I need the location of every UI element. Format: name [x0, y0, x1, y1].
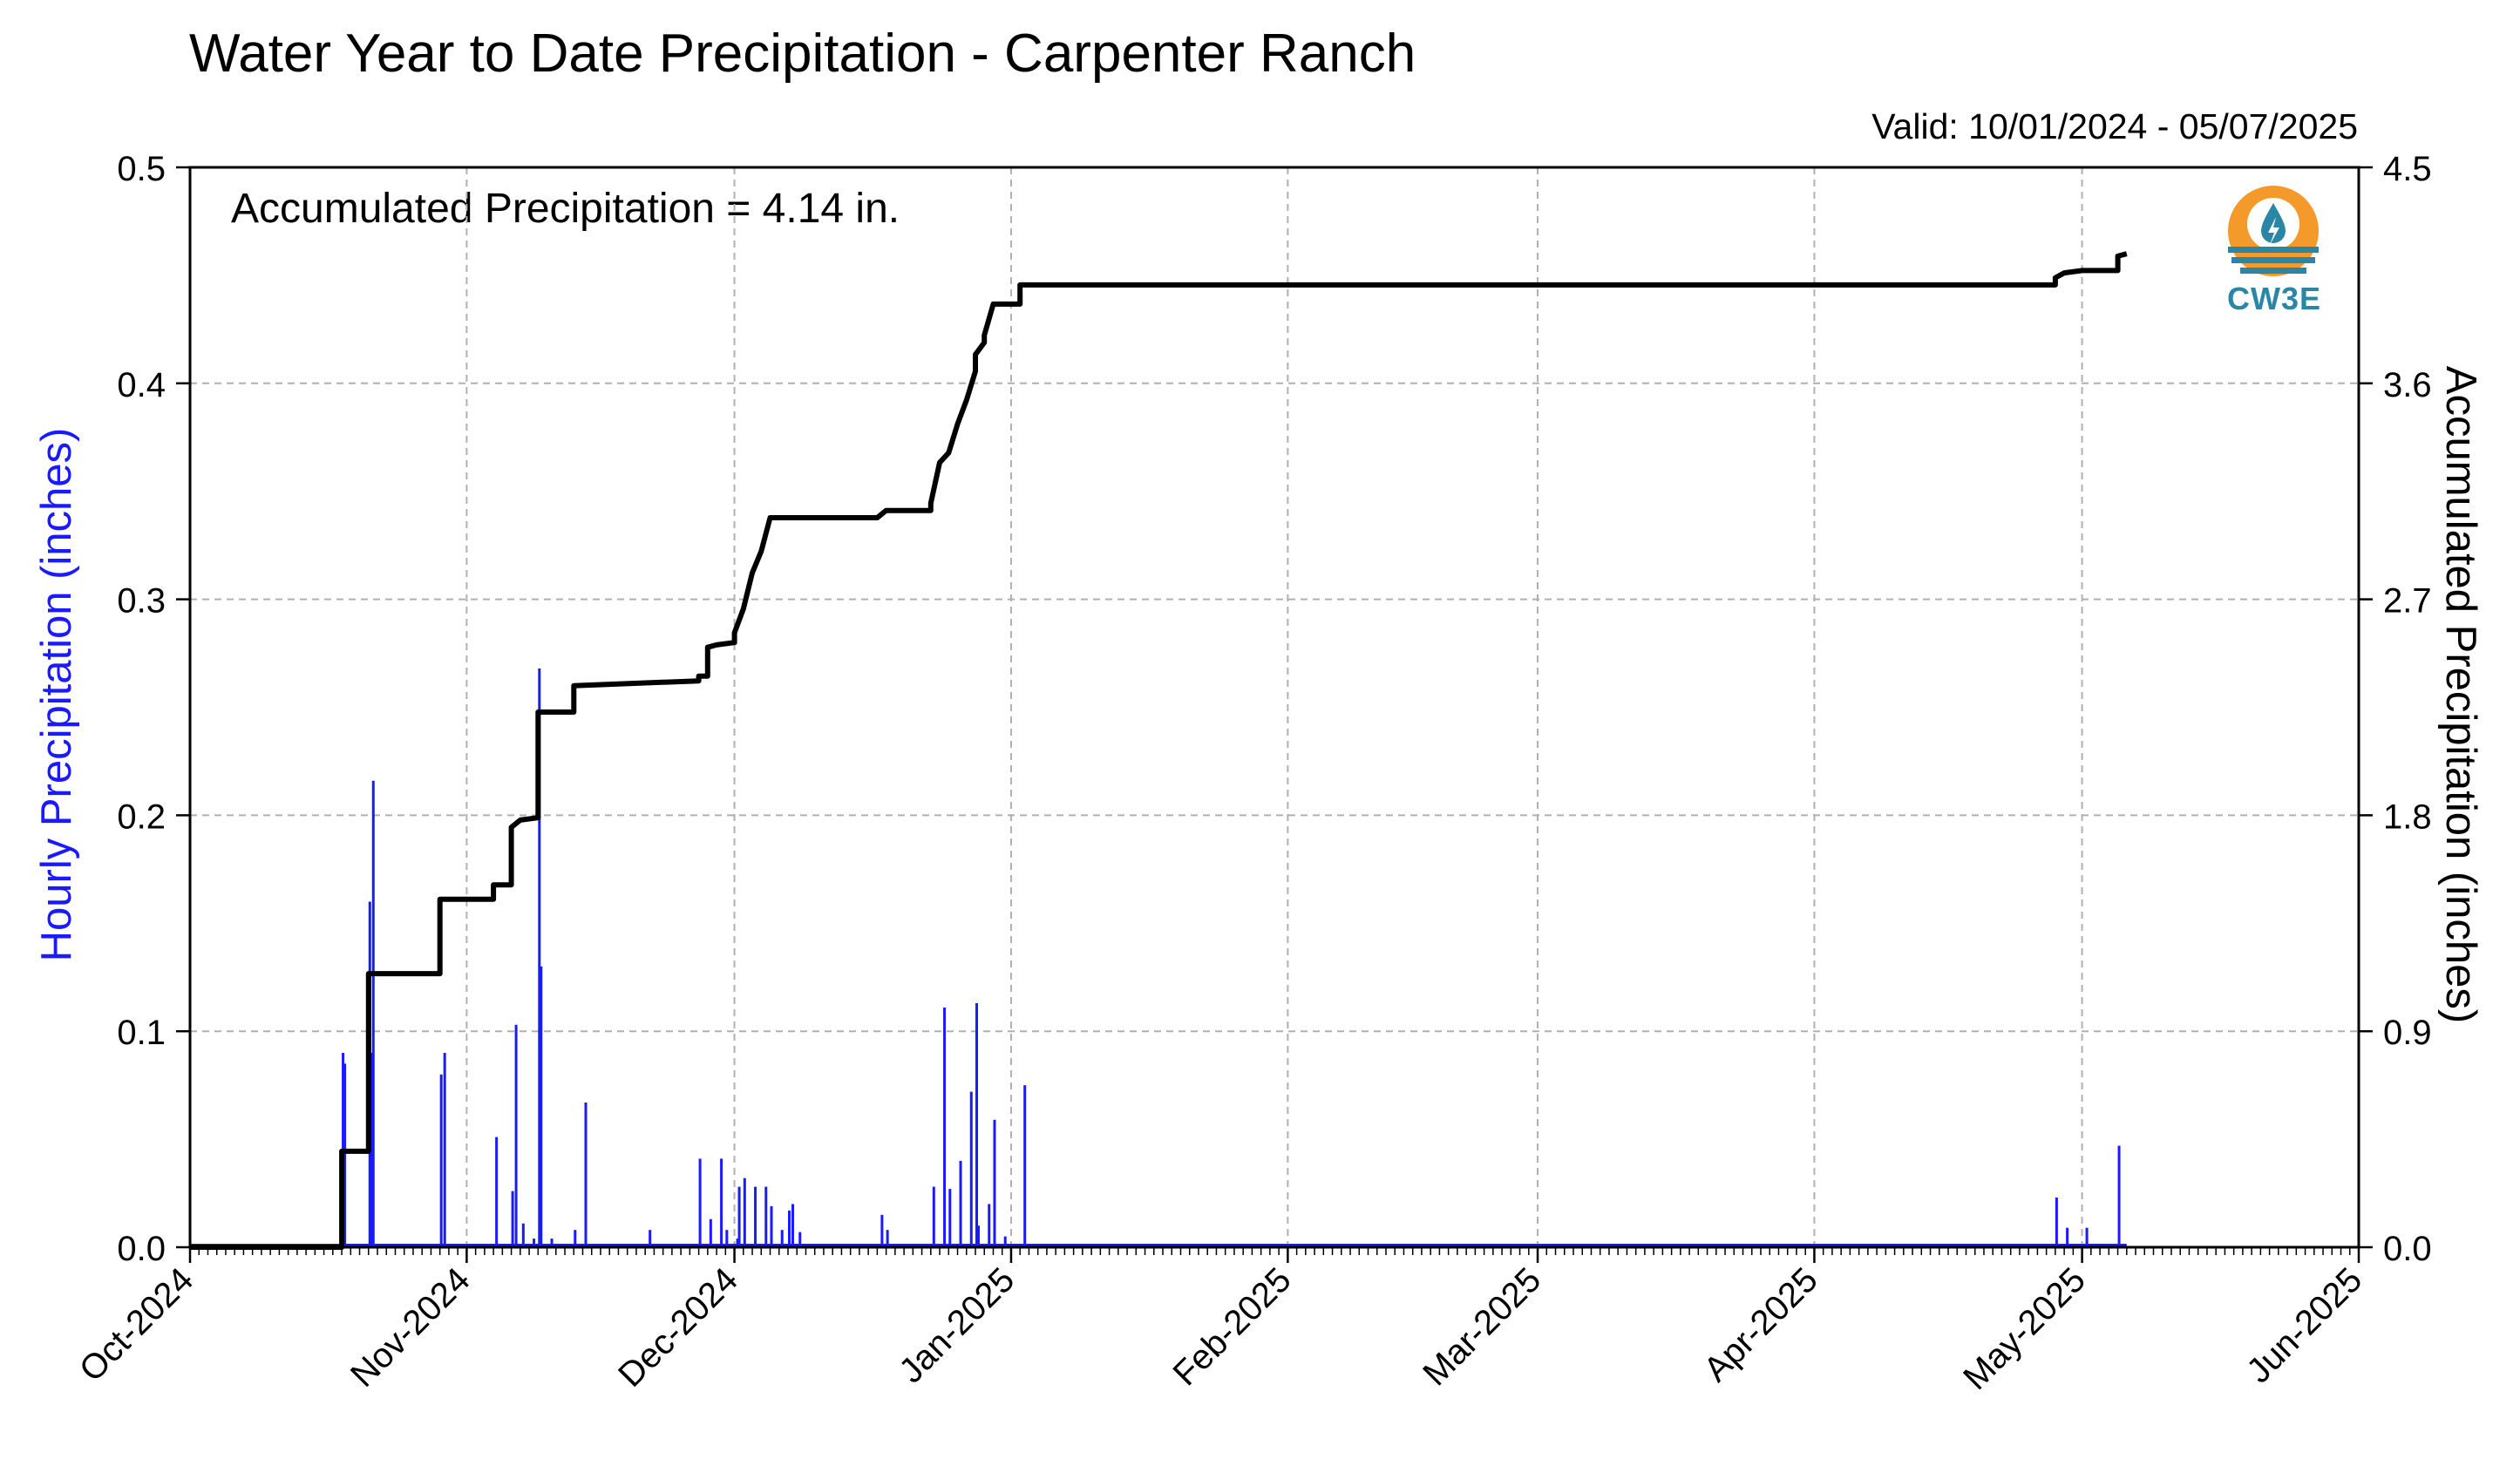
grid-lines: [190, 167, 2359, 1247]
hourly-precip-bar: [791, 1204, 794, 1247]
tick-labels: 0.0 0.1 0.2 0.3 0.4 0.5 0.0 0.9 1.8 2.7 3.6 4.5 Oct-…: [72, 150, 2432, 1397]
hourly-precip-bar: [550, 1239, 554, 1247]
x-tick-label: Nov-2024: [343, 1260, 478, 1395]
hourly-precip-bar: [975, 1002, 979, 1247]
x-tick-label: Jun-2025: [2239, 1260, 2369, 1390]
hourly-precip-bar: [780, 1230, 784, 1247]
right-y-tick-label: 4.5: [2383, 150, 2432, 188]
hourly-precip-bar: [959, 1160, 962, 1247]
plot-frame: [188, 166, 2360, 1249]
hourly-precip-bar: [371, 780, 375, 1247]
right-y-tick-label: 3.6: [2383, 366, 2432, 404]
hourly-precip-bar: [993, 1119, 996, 1247]
right-y-tick-label: 0.0: [2383, 1230, 2432, 1268]
hourly-precip-bar: [443, 1052, 446, 1247]
hourly-precip-bar: [495, 1137, 499, 1247]
hourly-precip-bar: [737, 1186, 741, 1247]
hourly-precip-bar: [521, 1223, 525, 1247]
hourly-precip-bar: [540, 966, 543, 1247]
hourly-precip-bar: [948, 1189, 952, 1247]
hourly-precip-bar: [969, 1091, 973, 1247]
hourly-precip-bar: [932, 1186, 935, 1247]
hourly-precip-bar: [880, 1214, 884, 1247]
hourly-precip-bar: [574, 1230, 577, 1247]
hourly-precip-bar: [649, 1230, 652, 1247]
hourly-zero-baseline: [190, 1244, 2127, 1247]
left-y-tick-label: 0.0: [117, 1230, 166, 1268]
hourly-precip-bar: [754, 1186, 757, 1247]
left-y-tick-label: 0.3: [117, 582, 166, 621]
chart-title: Water Year to Date Precipitation - Carpe…: [189, 24, 1416, 84]
hourly-precip-bar: [725, 1230, 729, 1247]
hourly-precip-bar: [2085, 1227, 2089, 1247]
hourly-precip-bar: [787, 1210, 791, 1247]
left-y-tick-label: 0.5: [117, 150, 166, 188]
right-y-tick-label: 2.7: [2383, 582, 2432, 621]
hourly-bars: [190, 668, 2127, 1247]
hourly-precip-bar: [770, 1205, 773, 1247]
hourly-precip-bar: [798, 1232, 802, 1247]
hourly-precip-bar: [977, 1225, 981, 1247]
x-tick-label: Apr-2025: [1696, 1260, 1824, 1388]
axes: [176, 166, 2373, 1263]
hourly-precip-bar: [698, 1158, 702, 1247]
hourly-precip-bar: [943, 1007, 947, 1247]
x-tick-label: May-2025: [1956, 1260, 2093, 1397]
hourly-precip-bar: [736, 1239, 739, 1247]
cw3e-logo-text: CW3E: [2226, 281, 2321, 316]
right-y-tick-label: 1.8: [2383, 797, 2432, 836]
accumulated-precip-line: [190, 251, 2128, 1250]
left-y-tick-label: 0.1: [117, 1014, 166, 1052]
left-y-tick-label: 0.2: [117, 797, 166, 836]
right-y-tick-label: 0.9: [2383, 1014, 2432, 1052]
valid-date-range: Valid: 10/01/2024 - 05/07/2025: [1871, 106, 2358, 146]
accumulated-line: [190, 251, 2128, 1250]
hourly-precip-bar: [2066, 1227, 2069, 1247]
x-tick-label: Oct-2024: [72, 1260, 200, 1388]
hourly-precip-bar: [514, 1024, 518, 1247]
x-tick-label: Feb-2025: [1166, 1260, 1299, 1393]
hourly-precip-bar: [439, 1074, 443, 1247]
hourly-precip-bar: [988, 1204, 991, 1247]
hourly-precip-bar: [370, 1052, 373, 1247]
hourly-precip-bar: [743, 1178, 746, 1247]
hourly-precip-bar: [533, 1239, 536, 1247]
hourly-precip-bar: [720, 1158, 723, 1247]
hourly-precip-bar: [886, 1230, 889, 1247]
hourly-precip-bar: [709, 1218, 712, 1247]
x-tick-label: Dec-2024: [611, 1260, 745, 1395]
x-tick-label: Jan-2025: [892, 1260, 1022, 1390]
cw3e-water-drop-logo-icon: [2228, 186, 2319, 276]
accumulated-total-label: Accumulated Precipitation = 4.14 in.: [231, 186, 900, 232]
x-tick-label: Mar-2025: [1416, 1260, 1548, 1393]
hourly-precip-bar: [1003, 1236, 1007, 1247]
hourly-precip-bar: [538, 668, 541, 1247]
hourly-precip-bar: [2055, 1198, 2058, 1247]
hourly-precip-bar: [584, 1102, 588, 1247]
hourly-precip-bar: [343, 1063, 347, 1247]
hourly-precip-bar: [511, 1191, 514, 1247]
hourly-precip-bar: [764, 1186, 768, 1247]
left-y-tick-label: 0.4: [117, 366, 166, 404]
hourly-precip-bar: [2117, 1145, 2121, 1247]
hourly-precip-bar: [1023, 1085, 1027, 1247]
